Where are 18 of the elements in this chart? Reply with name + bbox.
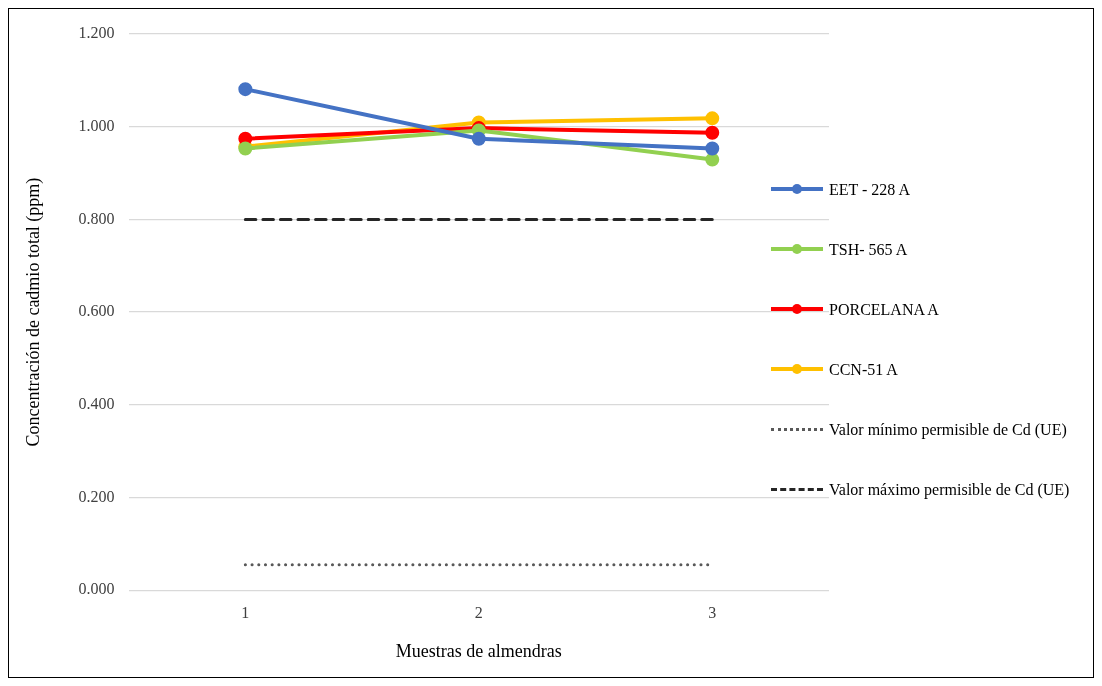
x-tick-label: 1 [241,604,250,621]
x-tick-label: 2 [474,604,483,621]
y-tick-label: 1.000 [78,116,115,134]
legend-label: PORCELANA A [829,300,939,320]
x-axis-title: Muestras de almendras [395,640,562,661]
x-tick-label: 3 [708,604,717,621]
legend-label: Valor mínimo permisible de Cd (UE) [829,420,1067,441]
y-tick-label: 0.600 [78,302,115,320]
legend-label: Valor máximo permisible de Cd (UE) [829,480,1070,501]
legend-label: CCN-51 A [829,360,898,380]
y-tick-label: 0.000 [78,580,115,598]
legend-label: TSH- 565 A [829,240,908,260]
y-axis-title: Concentración de cadmio total (ppm) [22,177,44,447]
y-tick-label: 1.200 [78,24,115,42]
y-tick-label: 0.200 [78,487,115,505]
legend-label: EET - 228 A [829,180,911,200]
y-tick-label: 0.800 [78,209,115,227]
y-tick-label: 0.400 [78,395,115,412]
